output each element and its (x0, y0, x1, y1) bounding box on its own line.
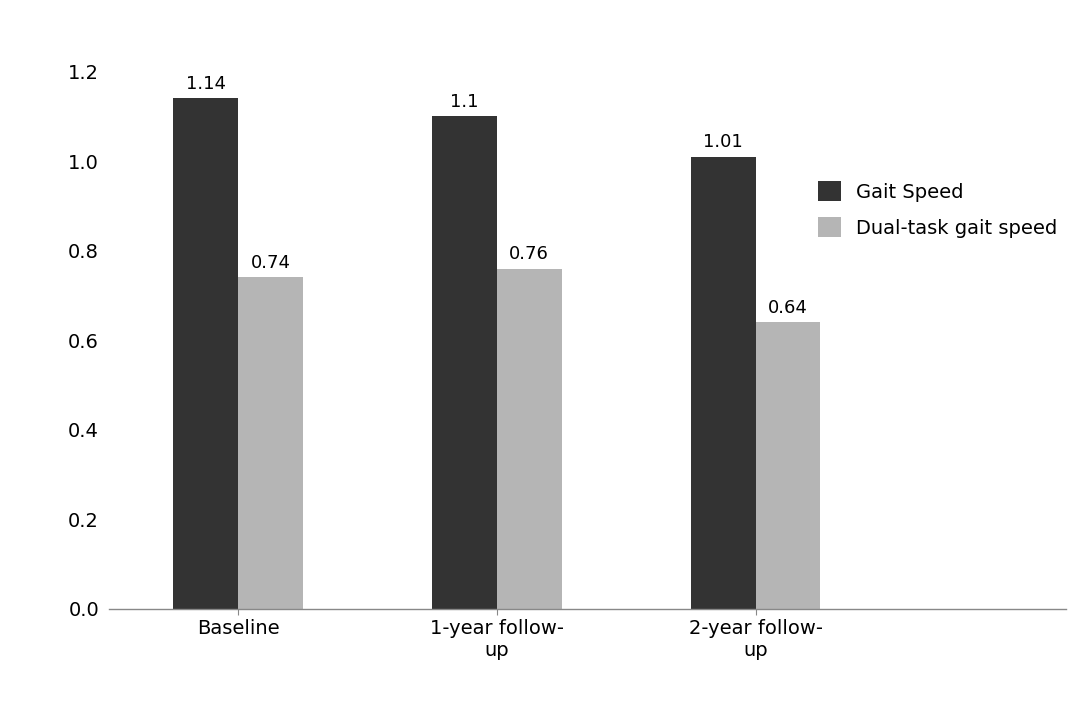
Legend: Gait Speed, Dual-task gait speed: Gait Speed, Dual-task gait speed (808, 172, 1067, 248)
Text: 0.76: 0.76 (509, 245, 549, 263)
Bar (691, 157, 756, 609)
Bar (238, 277, 302, 609)
Text: 0.64: 0.64 (768, 299, 808, 316)
Text: 1.14: 1.14 (186, 75, 226, 93)
Bar (173, 99, 238, 609)
Text: 1.1: 1.1 (450, 93, 479, 111)
Bar (497, 268, 561, 609)
Bar (756, 322, 820, 609)
Bar (432, 116, 497, 609)
Text: 0.74: 0.74 (250, 254, 290, 272)
Text: 1.01: 1.01 (704, 133, 743, 151)
